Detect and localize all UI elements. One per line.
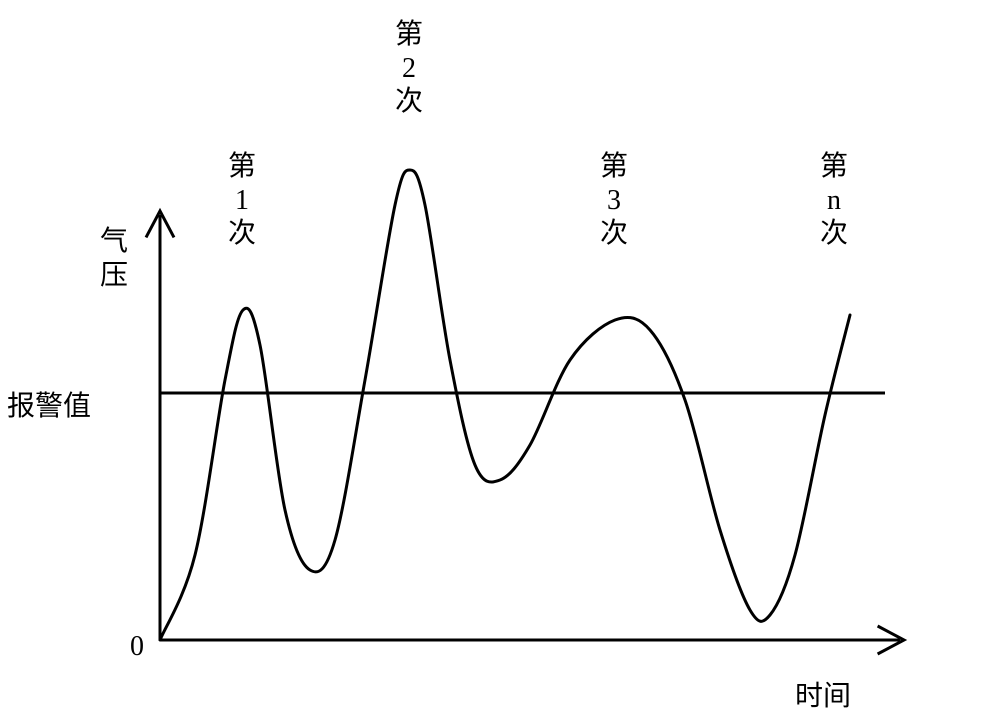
origin-label: 0 <box>130 630 144 664</box>
peak-label-4: 第 n 次 <box>820 150 848 251</box>
x-axis-label: 时间 <box>795 680 851 714</box>
pressure-curve <box>160 170 850 640</box>
peak-label-1: 第 1 次 <box>228 150 256 251</box>
chart-svg <box>0 0 1000 716</box>
chart-container: 气 压 时间 报警值 0 第 1 次 第 2 次第 3 次 第 n 次 <box>0 0 1000 716</box>
peak-label-3: 第 3 次 <box>600 150 628 251</box>
peak-label-2: 第 2 次 <box>395 18 423 119</box>
y-axis-label: 气 压 <box>100 225 128 292</box>
alarm-label: 报警值 <box>7 390 91 424</box>
